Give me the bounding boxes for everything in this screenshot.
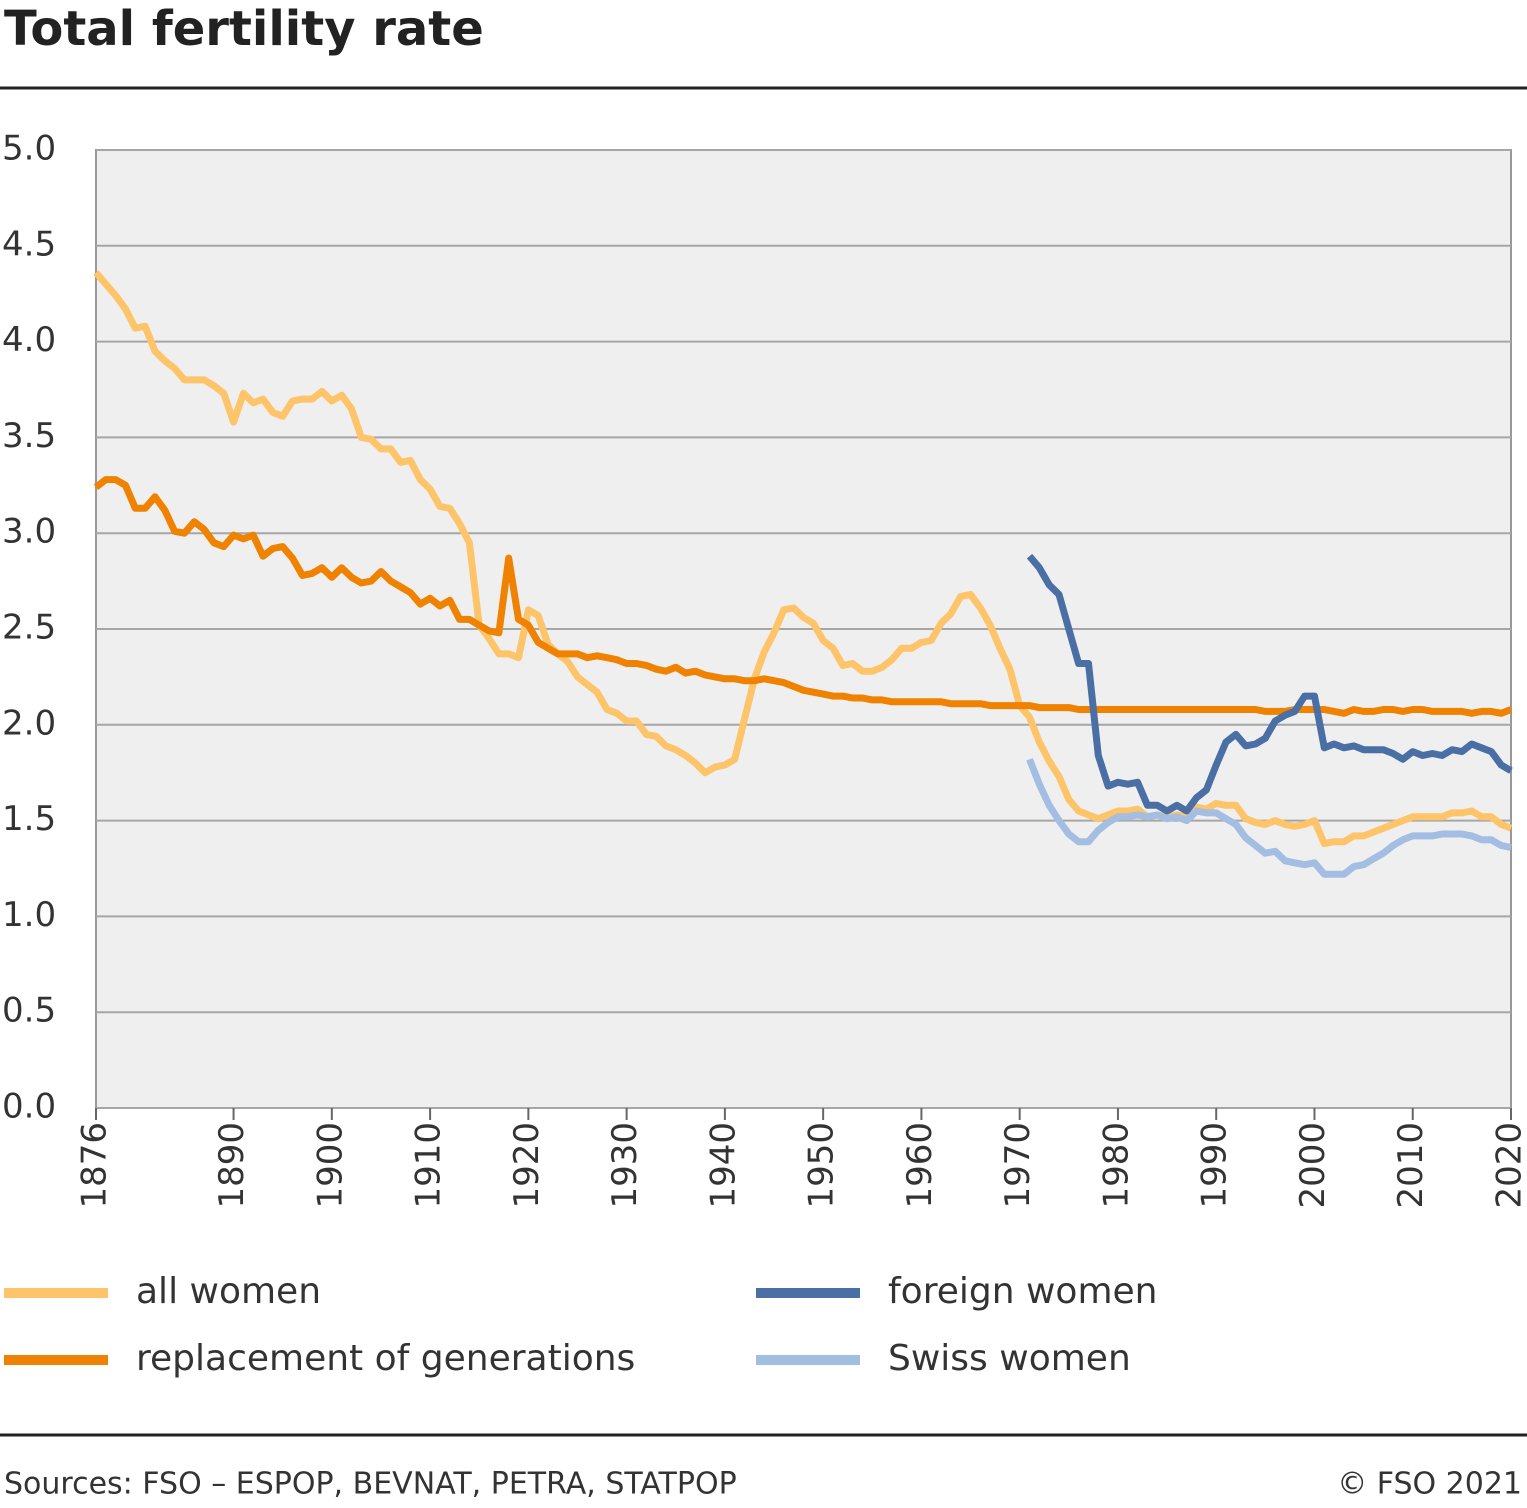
series-line bbox=[1026, 553, 1513, 815]
y-tick-label: 2.0 bbox=[2, 703, 56, 743]
series-line bbox=[93, 270, 1513, 848]
x-tick-label: 1960 bbox=[900, 1122, 940, 1209]
y-tick-label: 4.0 bbox=[2, 320, 56, 360]
x-tick-label: 1970 bbox=[998, 1122, 1038, 1209]
y-tick-label: 3.0 bbox=[2, 512, 56, 552]
x-tick-label: 1900 bbox=[310, 1122, 350, 1209]
x-tick-label: 1890 bbox=[212, 1122, 252, 1209]
x-tick-label: 2010 bbox=[1391, 1122, 1431, 1209]
series-line bbox=[1026, 758, 1512, 878]
x-tick-label: 1930 bbox=[605, 1122, 645, 1209]
legend-label: foreign women bbox=[888, 1271, 1157, 1312]
x-tick-label: 1876 bbox=[75, 1122, 115, 1209]
chart-title: Total fertility rate bbox=[4, 1, 484, 57]
y-tick-label: 0.5 bbox=[2, 991, 56, 1031]
x-tick-label: 1910 bbox=[409, 1122, 449, 1209]
y-tick-label: 0.0 bbox=[2, 1087, 56, 1127]
x-tick-label: 1920 bbox=[507, 1122, 547, 1209]
x-tick-label: 1980 bbox=[1096, 1122, 1136, 1209]
y-tick-label: 3.5 bbox=[2, 416, 56, 456]
x-tick-label: 1950 bbox=[802, 1122, 842, 1209]
y-tick-label: 5.0 bbox=[2, 129, 56, 169]
x-tick-label: 1940 bbox=[703, 1122, 743, 1209]
y-tick-label: 4.5 bbox=[2, 224, 56, 264]
x-tick-label: 2000 bbox=[1293, 1122, 1333, 1209]
source: Sources: FSO – ESPOP, BEVNAT, PETRA, STA… bbox=[4, 1467, 737, 1502]
copyright: © FSO 2021 bbox=[1337, 1467, 1522, 1502]
y-tick-label: 1.5 bbox=[2, 799, 56, 839]
legend-label: all women bbox=[136, 1271, 321, 1312]
series-line bbox=[93, 476, 1513, 717]
y-tick-label: 2.5 bbox=[2, 608, 56, 648]
x-tick-label: 1990 bbox=[1195, 1122, 1235, 1209]
x-tick-label: 2020 bbox=[1490, 1122, 1527, 1209]
y-tick-label: 1.0 bbox=[2, 895, 56, 935]
legend-label: replacement of generations bbox=[136, 1338, 635, 1379]
legend-label: Swiss women bbox=[888, 1338, 1131, 1379]
